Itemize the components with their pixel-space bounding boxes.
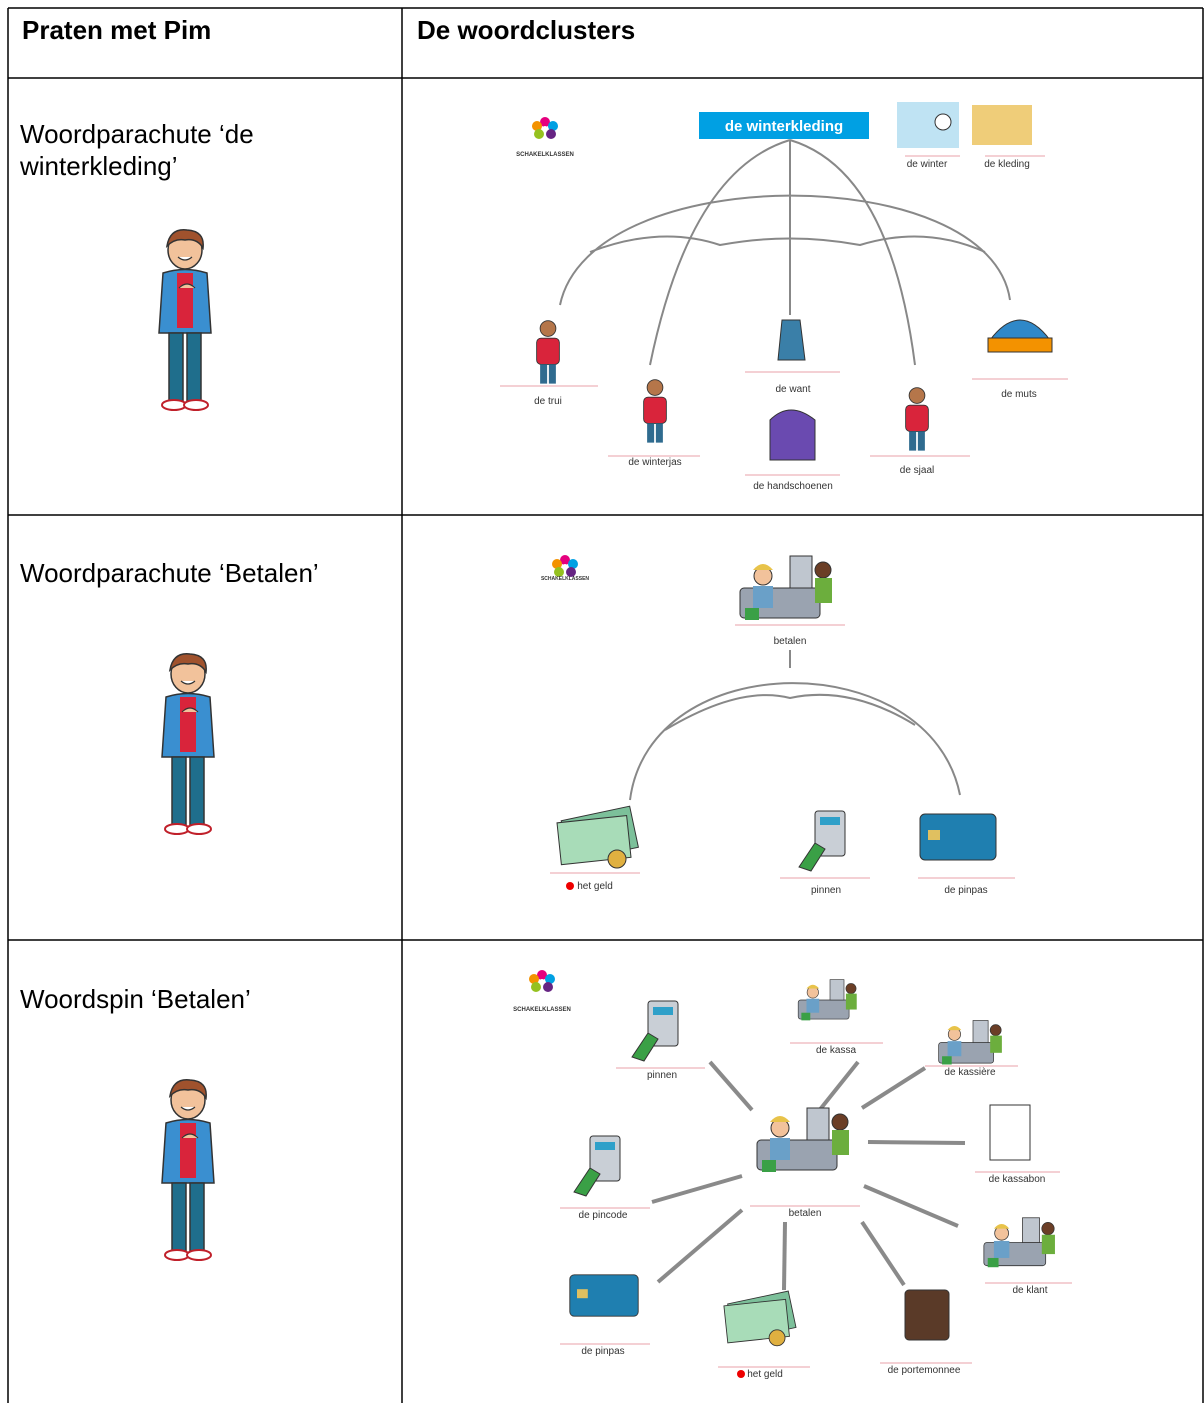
underlines [500, 155, 1068, 476]
underlines [560, 1042, 1072, 1368]
pim-illustration [161, 652, 215, 835]
dot [566, 882, 574, 890]
underlines [550, 624, 1015, 879]
word-label: het geld [747, 1369, 783, 1380]
pim-illustration [158, 228, 212, 411]
cluster-title-box [699, 112, 869, 139]
dot [737, 1370, 745, 1378]
word-label: het geld [577, 881, 613, 892]
logo: SCHAKELKLASSEN SCHAKELKLASSEN SCHAKELKLA… [513, 117, 589, 1013]
pim-illustration [161, 1078, 215, 1261]
header-cell: De woordclusters [417, 15, 636, 45]
word-label: de muts [1001, 389, 1037, 400]
word-label: de sjaal [900, 465, 934, 476]
word-label: de kassabon [989, 1174, 1046, 1185]
spider-spokes [651, 1060, 966, 1291]
row-title: Woordparachute ‘Betalen’ [20, 558, 319, 588]
word-images [556, 555, 997, 872]
word-label: de kassa [816, 1045, 856, 1056]
header-cell: Praten met Pim [22, 15, 212, 45]
umbrella-ribs [559, 139, 1011, 366]
word-label: de portemonnee [888, 1365, 961, 1376]
word-label: pinnen [647, 1070, 677, 1081]
word-label: de pinpas [581, 1346, 624, 1357]
word-label: betalen [774, 636, 807, 647]
word-label: de want [775, 384, 810, 395]
word-label: de klant [1012, 1285, 1047, 1296]
word-label: de trui [534, 396, 562, 407]
cluster-title: de winterkleding [725, 118, 843, 135]
word-label: de winter [907, 159, 948, 170]
row-title: Woordspin ‘Betalen’ [20, 984, 251, 1014]
table-grid [7, 7, 1204, 1403]
row-title: Woordparachute ‘de winterkleding’ [20, 119, 254, 181]
word-label: de pincode [579, 1210, 628, 1221]
receipt [989, 1104, 1031, 1161]
word-label: de kassière [944, 1067, 996, 1078]
word-label: de kleding [984, 159, 1030, 170]
word-images [536, 102, 1053, 461]
logo-text: SCHAKELKLASSEN [513, 1007, 571, 1013]
logo-text: SCHAKELKLASSEN [541, 576, 589, 582]
word-label: de pinpas [944, 885, 987, 896]
umbrella-ribs [629, 650, 961, 801]
logo-text: SCHAKELKLASSEN [516, 152, 574, 158]
word-label: de handschoenen [753, 481, 833, 492]
word-label: betalen [789, 1208, 822, 1219]
word-label: de winterjas [628, 457, 681, 468]
word-label: pinnen [811, 885, 841, 896]
word-images [569, 979, 1056, 1347]
wallet [904, 1289, 950, 1341]
